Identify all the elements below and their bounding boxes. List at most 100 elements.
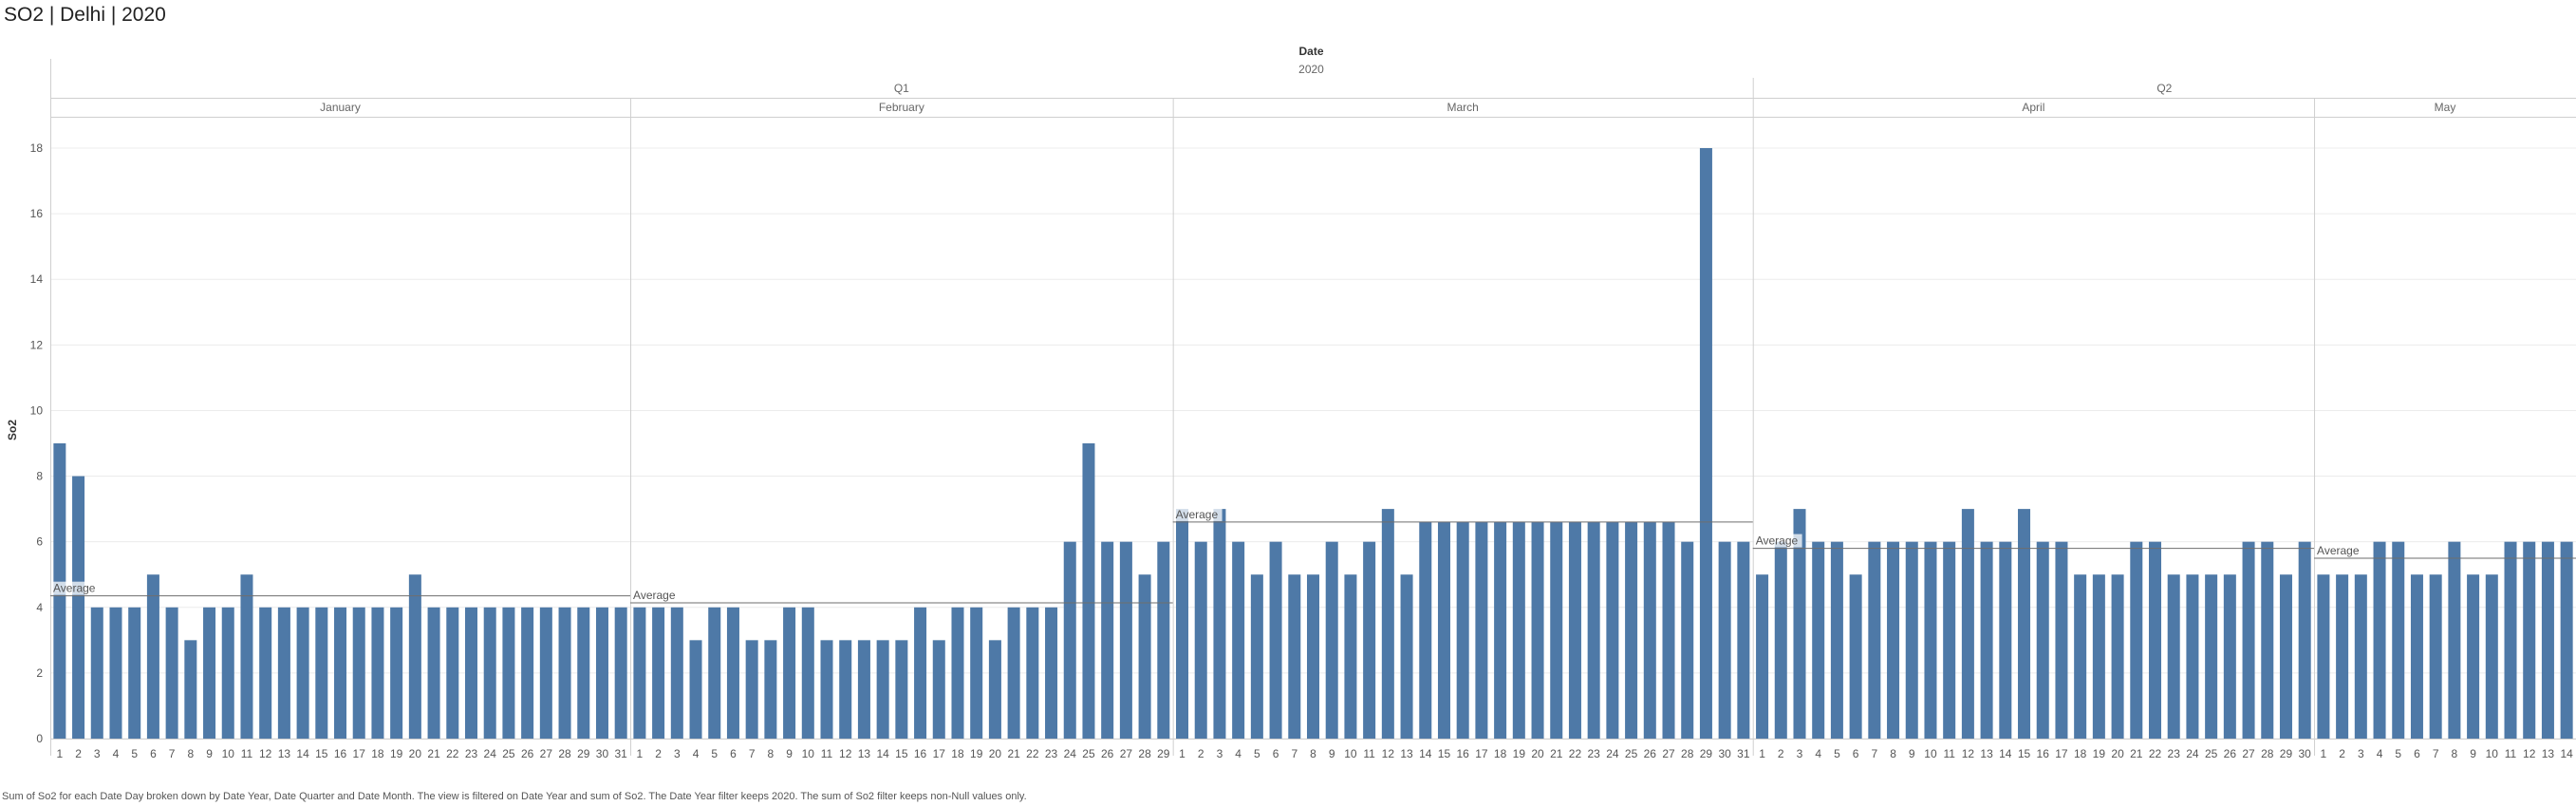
bar-january-3: [90, 607, 103, 739]
day-tick-march-6: 6: [1273, 747, 1279, 760]
day-tick-february-22: 22: [1026, 747, 1039, 760]
bar-january-30: [595, 607, 608, 739]
bar-january-11: [240, 574, 253, 739]
bar-february-24: [1063, 541, 1076, 739]
bar-may-3: [2354, 574, 2367, 739]
day-tick-february-21: 21: [1007, 747, 1020, 760]
bar-january-29: [577, 607, 590, 739]
bar-april-4: [1812, 541, 1825, 739]
bar-march-27: [1662, 521, 1675, 739]
bar-february-16: [914, 607, 927, 739]
bar-march-2: [1194, 541, 1207, 739]
day-tick-february-11: 11: [821, 747, 833, 760]
day-tick-april-18: 18: [2074, 747, 2087, 760]
bar-february-23: [1045, 607, 1058, 739]
bar-february-5: [708, 607, 721, 739]
bar-april-11: [1943, 541, 1956, 739]
bar-march-24: [1606, 521, 1619, 739]
day-tick-april-28: 28: [2261, 747, 2274, 760]
day-tick-january-23: 23: [465, 747, 478, 760]
day-tick-march-5: 5: [1254, 747, 1260, 760]
day-tick-february-9: 9: [786, 747, 793, 760]
day-tick-april-19: 19: [2093, 747, 2106, 760]
bar-april-18: [2074, 574, 2087, 739]
day-tick-april-4: 4: [1815, 747, 1821, 760]
bar-may-5: [2392, 541, 2405, 739]
day-tick-march-29: 29: [1700, 747, 1713, 760]
bar-may-13: [2541, 541, 2554, 739]
bar-april-16: [2036, 541, 2049, 739]
bar-april-26: [2223, 574, 2236, 739]
day-tick-january-10: 10: [222, 747, 235, 760]
bar-march-26: [1643, 521, 1656, 739]
day-tick-march-3: 3: [1217, 747, 1223, 760]
bar-april-5: [1830, 541, 1843, 739]
day-tick-march-14: 14: [1419, 747, 1432, 760]
day-tick-april-24: 24: [2186, 747, 2199, 760]
bar-april-13: [1980, 541, 1993, 739]
bar-april-21: [2130, 541, 2143, 739]
bar-april-24: [2186, 574, 2199, 739]
month-label-may: May: [2435, 101, 2456, 114]
bar-march-13: [1400, 574, 1413, 739]
bar-april-28: [2261, 541, 2274, 739]
day-tick-april-5: 5: [1834, 747, 1840, 760]
bar-january-21: [427, 607, 440, 739]
day-tick-march-27: 27: [1662, 747, 1675, 760]
date-header: Date 2020 January February March April May Q1…: [320, 45, 2455, 114]
bar-january-25: [502, 607, 515, 739]
day-tick-march-19: 19: [1513, 747, 1526, 760]
y-tick-2: 2: [36, 666, 43, 680]
day-tick-labels: 1 2 3 4 5 6 7 8 9 10 11 12 13 14 15 16 17 18 19 20 21 22 23 24 2…: [57, 747, 2574, 760]
day-tick-january-29: 29: [577, 747, 590, 760]
day-tick-march-28: 28: [1681, 747, 1694, 760]
bar-february-12: [839, 640, 852, 739]
day-tick-march-9: 9: [1329, 747, 1335, 760]
bar-march-5: [1250, 574, 1263, 739]
bar-february-8: [764, 640, 777, 739]
bar-march-31: [1737, 541, 1750, 739]
day-tick-february-28: 28: [1138, 747, 1151, 760]
day-tick-february-14: 14: [876, 747, 889, 760]
day-tick-january-6: 6: [150, 747, 157, 760]
day-tick-february-18: 18: [951, 747, 964, 760]
bar-april-20: [2111, 574, 2124, 739]
day-tick-january-14: 14: [296, 747, 309, 760]
average-label-january: Average: [53, 582, 96, 595]
bar-january-5: [128, 607, 141, 739]
day-tick-january-13: 13: [278, 747, 291, 760]
day-tick-january-5: 5: [131, 747, 138, 760]
bar-march-1: [1176, 509, 1189, 739]
day-tick-march-16: 16: [1457, 747, 1470, 760]
bar-april-25: [2205, 574, 2218, 739]
day-tick-february-2: 2: [655, 747, 662, 760]
day-tick-february-10: 10: [802, 747, 815, 760]
day-tick-april-20: 20: [2111, 747, 2124, 760]
bar-april-9: [1905, 541, 1918, 739]
day-tick-march-10: 10: [1344, 747, 1357, 760]
day-tick-january-22: 22: [446, 747, 459, 760]
average-label-february: Average: [633, 589, 676, 602]
bar-january-14: [296, 607, 309, 739]
bar-january-15: [315, 607, 328, 739]
bar-may-8: [2448, 541, 2461, 739]
bar-april-23: [2167, 574, 2180, 739]
day-tick-january-9: 9: [206, 747, 213, 760]
bar-march-6: [1269, 541, 1282, 739]
bar-february-22: [1026, 607, 1039, 739]
bar-march-29: [1699, 148, 1712, 739]
day-tick-april-21: 21: [2130, 747, 2143, 760]
bar-february-26: [1101, 541, 1114, 739]
month-label-january: January: [320, 101, 361, 114]
day-tick-january-1: 1: [57, 747, 64, 760]
day-tick-march-4: 4: [1235, 747, 1241, 760]
day-tick-march-13: 13: [1400, 747, 1413, 760]
bar-february-1: [633, 607, 646, 739]
day-tick-march-31: 31: [1737, 747, 1750, 760]
day-tick-april-11: 11: [1943, 747, 1955, 760]
day-tick-march-24: 24: [1606, 747, 1619, 760]
day-tick-may-8: 8: [2452, 747, 2458, 760]
bar-january-2: [72, 476, 85, 739]
day-tick-april-1: 1: [1759, 747, 1765, 760]
average-label-bg-april: [1753, 534, 1802, 548]
